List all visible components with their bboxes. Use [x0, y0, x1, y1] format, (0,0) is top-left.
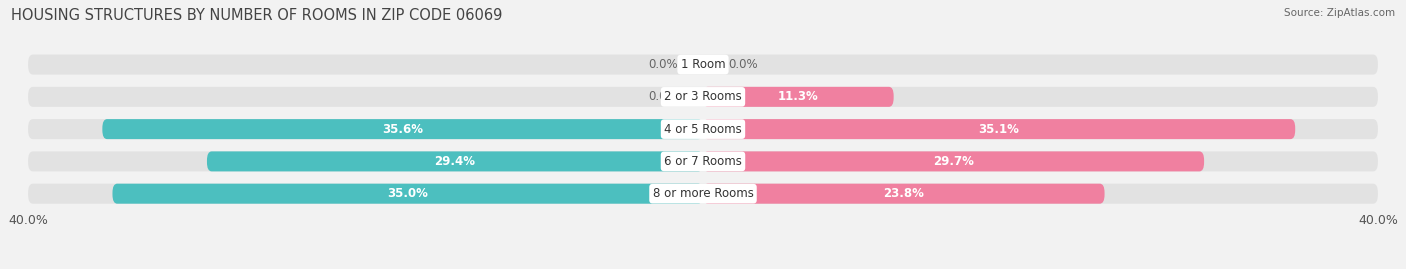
Text: 4 or 5 Rooms: 4 or 5 Rooms: [664, 123, 742, 136]
FancyBboxPatch shape: [28, 87, 1378, 107]
Text: 6 or 7 Rooms: 6 or 7 Rooms: [664, 155, 742, 168]
FancyBboxPatch shape: [112, 184, 703, 204]
Text: 35.1%: 35.1%: [979, 123, 1019, 136]
Text: 0.0%: 0.0%: [648, 90, 678, 103]
Legend: Owner-occupied, Renter-occupied: Owner-occupied, Renter-occupied: [565, 264, 841, 269]
Text: 1 Room: 1 Room: [681, 58, 725, 71]
Text: 0.0%: 0.0%: [728, 58, 758, 71]
FancyBboxPatch shape: [703, 119, 1295, 139]
FancyBboxPatch shape: [103, 119, 703, 139]
FancyBboxPatch shape: [703, 184, 1105, 204]
Text: 29.4%: 29.4%: [434, 155, 475, 168]
FancyBboxPatch shape: [28, 151, 1378, 171]
FancyBboxPatch shape: [28, 184, 1378, 204]
FancyBboxPatch shape: [28, 119, 1378, 139]
Text: 8 or more Rooms: 8 or more Rooms: [652, 187, 754, 200]
FancyBboxPatch shape: [703, 87, 894, 107]
Text: 11.3%: 11.3%: [778, 90, 818, 103]
FancyBboxPatch shape: [207, 151, 703, 171]
Text: 0.0%: 0.0%: [648, 58, 678, 71]
Text: 29.7%: 29.7%: [934, 155, 974, 168]
Text: 23.8%: 23.8%: [883, 187, 924, 200]
Text: HOUSING STRUCTURES BY NUMBER OF ROOMS IN ZIP CODE 06069: HOUSING STRUCTURES BY NUMBER OF ROOMS IN…: [11, 8, 502, 23]
Text: 35.0%: 35.0%: [387, 187, 429, 200]
Text: 2 or 3 Rooms: 2 or 3 Rooms: [664, 90, 742, 103]
Text: Source: ZipAtlas.com: Source: ZipAtlas.com: [1284, 8, 1395, 18]
Text: 35.6%: 35.6%: [382, 123, 423, 136]
FancyBboxPatch shape: [703, 151, 1204, 171]
FancyBboxPatch shape: [28, 55, 1378, 75]
